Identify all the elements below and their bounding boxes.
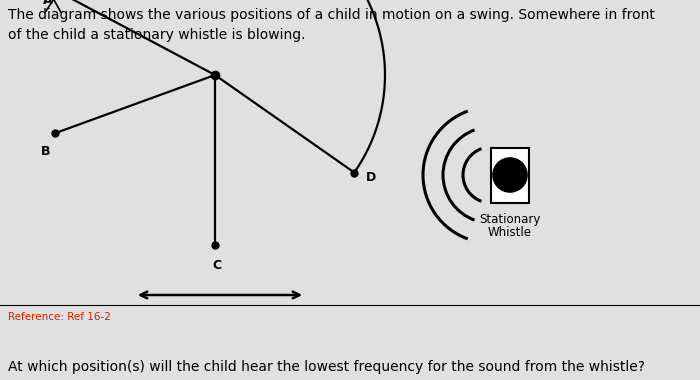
Text: The diagram shows the various positions of a child in motion on a swing. Somewhe: The diagram shows the various positions … [8,8,655,22]
Text: Whistle: Whistle [488,225,532,239]
Bar [491,147,529,203]
Text: Reference: Ref 16-2: Reference: Ref 16-2 [8,312,111,322]
Text: B: B [41,145,50,158]
Text: A: A [43,0,53,7]
Circle shape [493,158,527,192]
Text: D: D [366,171,377,184]
Text: C: C [212,259,222,272]
Text: of the child a stationary whistle is blowing.: of the child a stationary whistle is blo… [8,28,305,42]
Text: Stationary: Stationary [480,212,540,225]
Text: At which position(s) will the child hear the lowest frequency for the sound from: At which position(s) will the child hear… [8,360,645,374]
